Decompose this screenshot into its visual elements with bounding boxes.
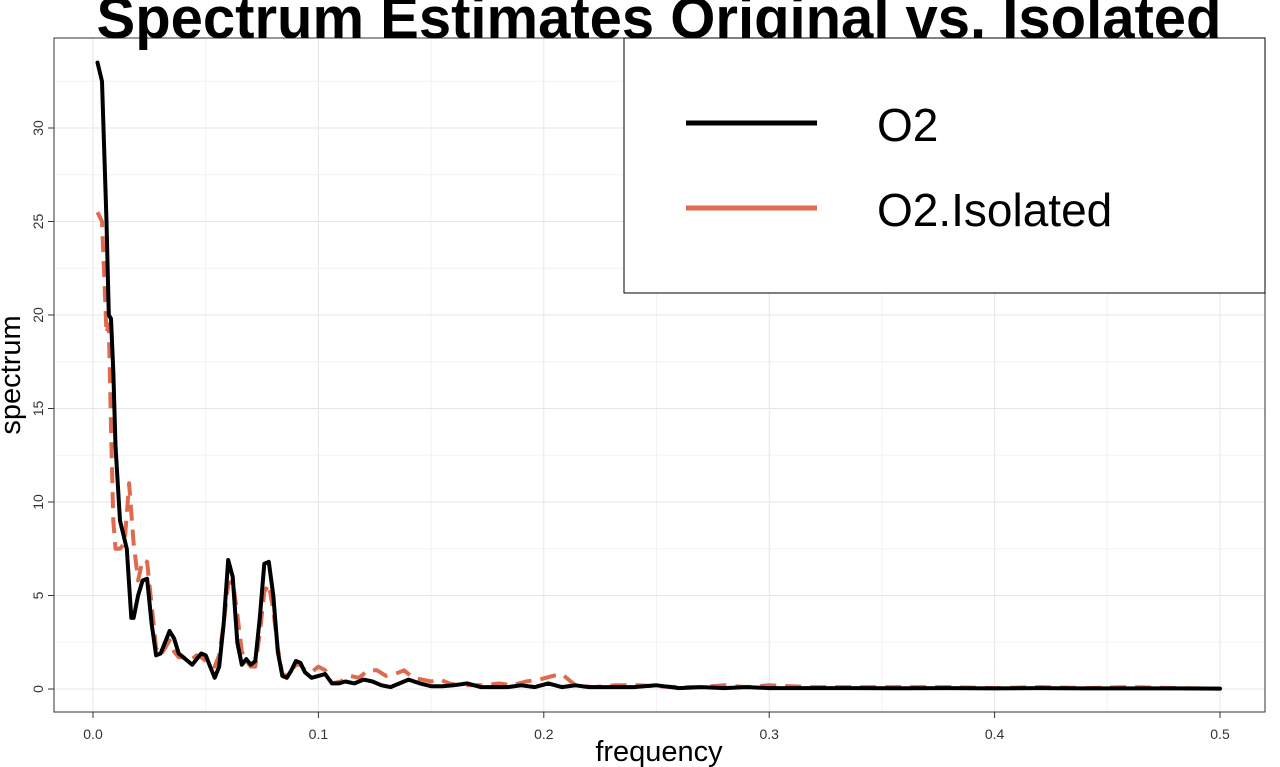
y-axis-ticks: 0 5 10 15 20 25 30 [30, 120, 54, 693]
y-tick-label: 5 [30, 591, 46, 599]
x-tick-label: 0.0 [83, 726, 103, 742]
series-layer [95, 60, 1222, 691]
x-tick-label: 0.4 [985, 726, 1005, 742]
legend-label-o2-isolated: O2.Isolated [877, 184, 1112, 236]
legend-label-o2: O2 [877, 99, 938, 151]
x-axis-ticks: 0.0 0.1 0.2 0.3 0.4 0.5 [83, 712, 1230, 742]
series-line-o2 [95, 60, 1222, 691]
y-tick-label: 25 [30, 214, 46, 230]
x-tick-label: 0.1 [309, 726, 329, 742]
x-tick-label: 0.3 [759, 726, 779, 742]
y-tick-label: 0 [30, 685, 46, 693]
y-tick-label: 10 [30, 494, 46, 510]
legend-box [623, 37, 1266, 294]
y-tick-label: 30 [30, 120, 46, 136]
y-tick-label: 15 [30, 401, 46, 417]
y-axis-label: spectrum [0, 315, 27, 434]
y-tick-label: 20 [30, 307, 46, 323]
x-tick-label: 0.5 [1210, 726, 1230, 742]
legend: O2 O2.Isolated [623, 37, 1266, 294]
x-tick-label: 0.2 [534, 726, 554, 742]
x-axis-label: frequency [595, 736, 723, 767]
